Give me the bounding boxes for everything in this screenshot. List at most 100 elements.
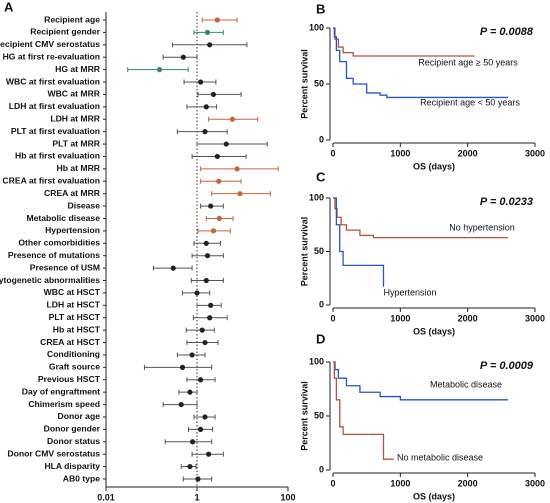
row-label: WBC at HSCT <box>44 287 101 297</box>
y-tick-label: 100 <box>309 22 324 32</box>
annotation: P = 0.0088 <box>480 26 534 38</box>
survival-curve <box>333 27 475 57</box>
y-tick-label: 0 <box>319 134 324 144</box>
survival-curve <box>333 361 394 460</box>
point <box>206 451 212 457</box>
row-label: Disease <box>68 200 101 210</box>
point <box>214 153 220 160</box>
curve-label: No hypertension <box>449 222 515 232</box>
row-label: HG at first re-evaluation <box>3 51 100 61</box>
survival-curve <box>333 361 509 401</box>
y-tick-label: 100 <box>309 192 324 202</box>
row-label: Donor age <box>58 411 101 421</box>
point <box>237 191 243 197</box>
row-label: Hypertension <box>45 225 100 235</box>
point <box>198 79 204 85</box>
x-tick-label: 0 <box>330 313 335 323</box>
row-label: Donor gender <box>44 424 101 434</box>
x-tick-label: 2000 <box>458 313 478 323</box>
row-label: Presence of USM <box>30 262 100 272</box>
x-tick-label: 100 <box>280 492 295 502</box>
point <box>189 352 195 358</box>
x-tick-label: 0 <box>330 478 335 488</box>
row-label: Metabolic disease <box>26 213 100 223</box>
row-label: Chimerism speed <box>28 399 100 409</box>
point <box>180 54 186 60</box>
x-tick-label: 2000 <box>458 148 478 158</box>
row-label: Other comorbidities <box>18 238 100 248</box>
x-axis-label: OS (days) <box>413 161 455 171</box>
row-label: Conditioning <box>47 349 100 359</box>
row-label: Recipient gender <box>30 27 100 37</box>
row-label: HG at MRR <box>55 64 101 74</box>
annotation: P = 0.0009 <box>480 360 534 372</box>
y-tick-label: 50 <box>314 410 324 420</box>
x-tick-label: 0.01 <box>97 492 115 502</box>
x-tick-label: 1000 <box>390 313 410 323</box>
x-tick-label: 2000 <box>458 478 478 488</box>
point <box>204 29 211 36</box>
point <box>178 401 184 408</box>
row-label: HLA disparity <box>44 461 100 471</box>
point <box>202 129 208 135</box>
panel-letter: D <box>316 331 325 346</box>
panel-letter: C <box>316 169 326 184</box>
curve-label: No metabolic disease <box>397 452 483 462</box>
point <box>203 240 209 246</box>
point <box>187 389 193 395</box>
row-label: Presence of mutations <box>8 250 100 260</box>
point <box>195 476 201 482</box>
y-tick-label: 100 <box>309 356 324 366</box>
point <box>207 42 213 48</box>
point <box>210 228 217 234</box>
x-tick-label: 1000 <box>390 478 410 488</box>
row-label: Hb at MRR <box>57 163 101 173</box>
point <box>198 426 204 432</box>
curve-label: Hypertension <box>383 287 436 297</box>
point <box>198 377 204 383</box>
row-label: Hb at first evaluation <box>15 151 100 161</box>
x-tick-label: 1 <box>194 492 199 502</box>
x-axis-label: OS (days) <box>413 491 455 501</box>
row-label: Cytogenetic abnormalities <box>0 275 100 285</box>
row-label: CREA at HSCT <box>40 337 101 347</box>
point <box>216 215 222 222</box>
row-label: PLT at MRR <box>52 138 100 148</box>
x-axis-label: OS (days) <box>413 326 455 336</box>
row-label: WBC at MRR <box>47 89 100 99</box>
y-axis-label: Percent survival <box>299 217 309 287</box>
point <box>189 439 196 445</box>
point <box>234 166 240 172</box>
point <box>229 116 236 122</box>
point <box>210 91 217 98</box>
point <box>208 203 214 209</box>
row-label: Graft source <box>49 362 100 372</box>
point <box>170 265 176 271</box>
y-axis-label: Percent survival <box>299 381 309 451</box>
point <box>202 414 208 420</box>
point <box>207 315 213 321</box>
point <box>216 178 222 184</box>
point <box>204 253 211 259</box>
point <box>156 67 163 73</box>
y-tick-label: 50 <box>314 78 324 88</box>
point <box>194 290 200 296</box>
point <box>203 104 209 110</box>
row-label: PLT at HSCT <box>49 312 101 322</box>
panel-letter: B <box>316 1 325 16</box>
row-label: LDH at MRR <box>50 114 100 124</box>
point <box>223 141 229 147</box>
panel-letter: A <box>4 0 14 14</box>
y-tick-label: 0 <box>319 299 324 309</box>
point <box>179 364 186 370</box>
x-tick-label: 1000 <box>390 148 410 158</box>
row-label: CREA at first evaluation <box>2 176 100 186</box>
row-label: AB0 type <box>63 473 100 483</box>
point <box>187 463 193 470</box>
row-label: PLT at first evaluation <box>11 126 100 136</box>
y-axis-label: Percent survival <box>299 49 309 119</box>
point <box>202 339 208 346</box>
annotation: P = 0.0233 <box>480 196 533 208</box>
point <box>199 327 205 333</box>
